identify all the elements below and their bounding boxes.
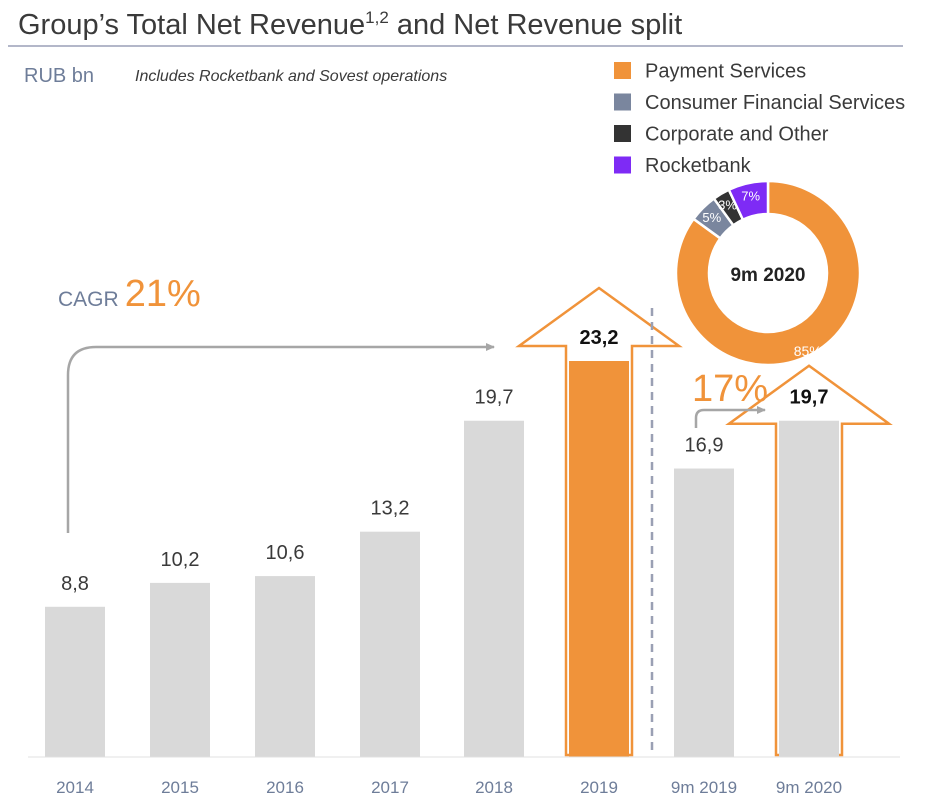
bar-2019: [569, 361, 629, 757]
bars: [45, 361, 839, 757]
category-label-9m-2019: 9m 2019: [671, 778, 737, 797]
legend-swatch-3: [614, 156, 631, 174]
category-labels: 2014 2015 2016 2017 2018 2019 9m 2019 9m 2020: [56, 778, 842, 797]
category-label-2018: 2018: [475, 778, 513, 797]
value-labels: 8,8 10,2 10,6 13,2 19,7 23,2 16,9 19,7: [61, 327, 828, 595]
legend-label-1: Consumer Financial Services: [645, 92, 905, 114]
legend: Payment Services Consumer Financial Servi…: [614, 61, 905, 177]
donut-label-payment-services: 85%: [794, 343, 822, 359]
value-label-2015: 10,2: [161, 549, 200, 571]
cagr-label: CAGR 21%: [58, 273, 201, 315]
value-label-2017: 13,2: [371, 498, 410, 520]
unit-label: RUB bn: [24, 65, 94, 87]
value-label-9m-2019: 16,9: [685, 435, 724, 457]
value-label-2019: 23,2: [580, 327, 619, 349]
donut-chart: 85% 5%3% 7%: [674, 179, 862, 367]
category-label-2016: 2016: [266, 778, 304, 797]
bar-9m-2019: [674, 468, 734, 757]
category-label-2014: 2014: [56, 778, 94, 797]
donut-slice-rocketbank: [727, 179, 770, 222]
growth-label: 17%: [692, 368, 768, 410]
donut-label-rocketbank: 7%: [741, 188, 760, 203]
legend-label-3: Rocketbank: [645, 155, 752, 177]
donut-center-label: 9m 2020: [730, 265, 805, 286]
bar-2014: [45, 606, 105, 757]
donut-slice-payment-services: [674, 179, 862, 367]
donut-label-consumer-financial-services: 5%: [702, 210, 721, 225]
value-label-9m-2020: 19,7: [790, 387, 829, 409]
cagr-arrow: [66, 343, 495, 533]
bar-2017: [360, 531, 420, 757]
legend-label-0: Payment Services: [645, 61, 806, 83]
category-label-9m-2020: 9m 2020: [776, 778, 842, 797]
page-title: Group’s Total Net Revenue1,2 and Net Rev…: [18, 8, 682, 41]
bar-2018: [464, 420, 524, 757]
bar-2016: [255, 576, 315, 757]
legend-swatch-1: [614, 93, 631, 111]
legend-swatch-0: [614, 62, 631, 79]
donut-label-corporate-and-other: 3%: [718, 198, 737, 213]
value-label-2016: 10,6: [266, 542, 305, 564]
category-label-2015: 2015: [161, 778, 199, 797]
value-label-2018: 19,7: [475, 387, 514, 409]
legend-label-2: Corporate and Other: [645, 124, 829, 146]
growth-arrow: [694, 406, 766, 428]
category-label-2019: 2019: [580, 778, 618, 797]
bar-2015: [150, 582, 210, 757]
legend-swatch-2: [614, 125, 631, 142]
bar-9m-2020: [779, 420, 839, 757]
value-label-2014: 8,8: [61, 573, 89, 595]
scope-note: Includes Rocketbank and Sovest operation…: [135, 68, 447, 85]
category-label-2017: 2017: [371, 778, 409, 797]
